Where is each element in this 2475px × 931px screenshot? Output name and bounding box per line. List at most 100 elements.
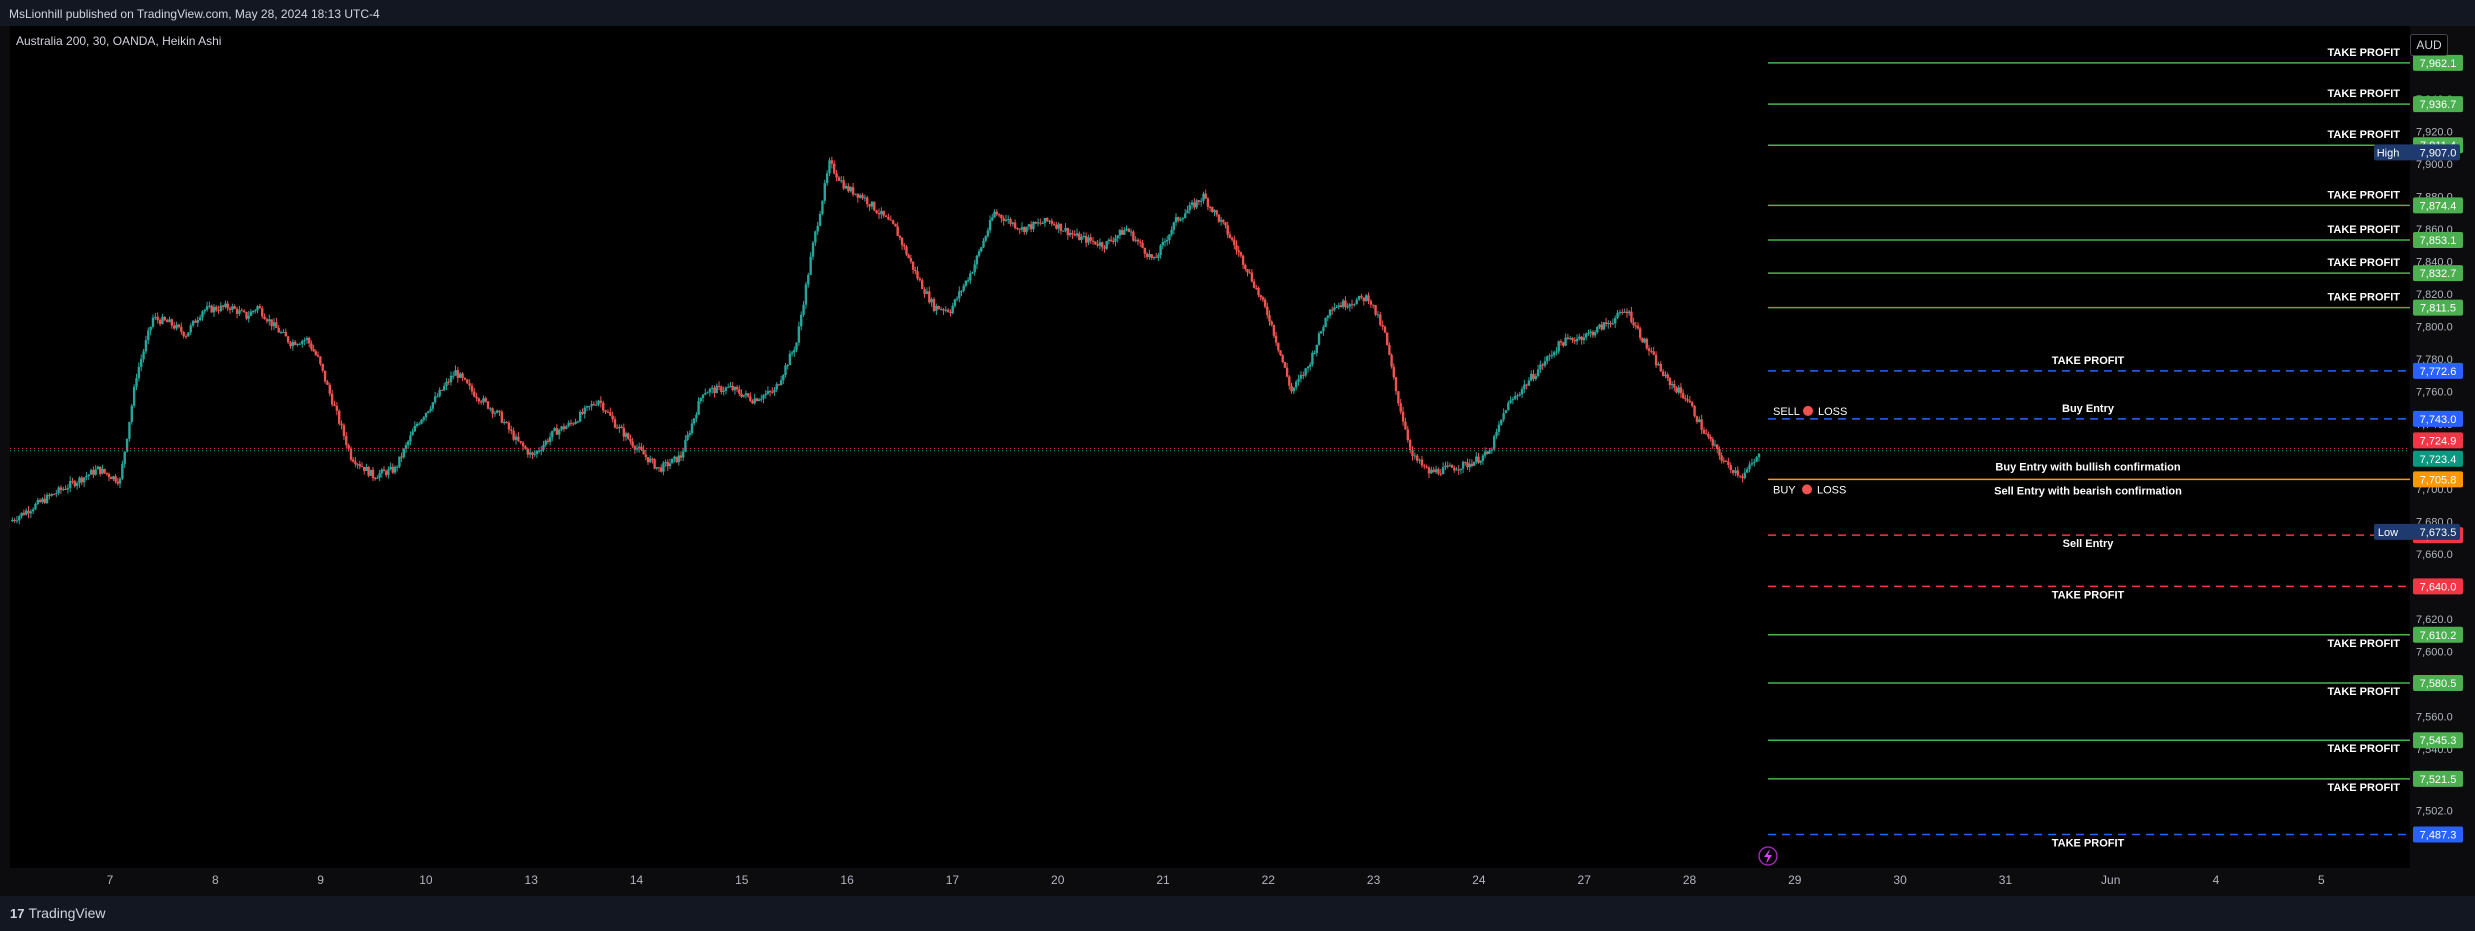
candle-body [151, 317, 155, 327]
candle-body [666, 462, 669, 467]
candle-body [1084, 235, 1088, 243]
candle-body [118, 478, 122, 484]
candle-body [1048, 220, 1051, 222]
x-tick-label: 10 [419, 873, 433, 887]
candle-body [1094, 241, 1097, 245]
candle-body [537, 450, 541, 452]
candle-body [22, 512, 26, 515]
candle-body [1741, 476, 1744, 479]
candle-body [110, 477, 113, 480]
candle-body [531, 452, 534, 455]
candle-body [475, 396, 478, 399]
candle-body [272, 322, 276, 327]
candle-body [1444, 465, 1447, 468]
candle-body [1281, 355, 1284, 363]
tradingview-brand[interactable]: 17 TradingView [10, 905, 106, 921]
price-tag-bg [2413, 432, 2463, 449]
candle-body [1188, 205, 1191, 211]
chart-pane[interactable] [10, 26, 2410, 868]
candle-body [1397, 391, 1400, 404]
candle-body [1552, 352, 1556, 356]
candle-body [1527, 380, 1531, 386]
candle-body [482, 398, 485, 403]
candle-body [1611, 323, 1615, 325]
candle-body [445, 381, 448, 386]
candle-body [477, 398, 481, 402]
currency-button[interactable]: AUD [2410, 34, 2448, 56]
symbol-legend[interactable]: Australia 200, 30, OANDA, Heikin Ashi [16, 34, 222, 48]
candle-body [36, 499, 39, 504]
candle-body [889, 219, 892, 221]
candle-body [491, 408, 494, 414]
price-tag-bg [2413, 54, 2463, 71]
candle-body [1416, 455, 1419, 461]
candle-body [1029, 224, 1033, 230]
candle-body [1348, 304, 1351, 307]
level-label: TAKE PROFIT [2327, 686, 2400, 698]
candle-body [268, 319, 271, 322]
x-tick-label: Jun [2101, 873, 2120, 887]
candle-body [1632, 322, 1635, 326]
candle-body [918, 278, 922, 281]
candle-body [1580, 336, 1583, 341]
candle-body [720, 386, 723, 393]
candle-body [1448, 465, 1452, 467]
x-tick-label: 8 [212, 873, 219, 887]
candle-body [1495, 431, 1498, 437]
candle-body [1562, 342, 1565, 346]
candle-body [261, 308, 264, 317]
candle-body [668, 463, 672, 467]
candle-body [887, 216, 890, 220]
candle-body [125, 438, 129, 452]
candle-body [198, 317, 202, 321]
candle-body [1564, 337, 1567, 346]
candle-body [722, 390, 725, 393]
candle-body [1691, 402, 1694, 406]
candle-body [265, 319, 269, 322]
candle-body [277, 328, 280, 333]
candle-body [319, 356, 322, 364]
candle-body [567, 422, 570, 427]
candle-body [809, 256, 812, 275]
candle-body [1716, 444, 1719, 449]
candle-body [962, 285, 965, 291]
candle-body [955, 298, 959, 300]
candle-body [235, 308, 239, 314]
candle-body [438, 389, 441, 397]
candle-body [147, 330, 150, 341]
candle-body [1157, 255, 1160, 258]
candle-body [690, 423, 694, 434]
extreme-tag: 7,673.5 [2420, 527, 2457, 539]
stop-marker-icon [1802, 484, 1812, 495]
candle-body [779, 380, 783, 385]
level-label: TAKE PROFIT [2327, 88, 2400, 100]
candle-body [1170, 229, 1173, 235]
candle-body [1027, 224, 1031, 227]
candle-body [38, 499, 42, 503]
price-tag: 7,521.5 [2420, 774, 2457, 786]
candle-body [393, 466, 397, 473]
candle-body [749, 396, 752, 401]
candle-body [640, 446, 643, 450]
candle-body [62, 488, 65, 490]
candle-body [228, 308, 232, 310]
candle-body [1118, 230, 1122, 236]
candle-body [1441, 467, 1445, 475]
candle-body [1025, 226, 1028, 232]
candle-body [1266, 306, 1269, 316]
level-label: TAKE PROFIT [2327, 129, 2400, 141]
candle-body [1129, 231, 1133, 233]
candle-body [914, 269, 917, 272]
candle-body [1127, 228, 1130, 232]
candle-body [971, 272, 974, 274]
price-tag-bg [2413, 770, 2463, 787]
candle-body [533, 453, 536, 455]
candle-body [1432, 469, 1435, 473]
candle-body [1604, 322, 1608, 325]
candle-body [542, 444, 545, 450]
candle-body [1013, 222, 1017, 229]
candle-body [1125, 228, 1128, 231]
candle-body [746, 393, 750, 397]
price-tag: 7,705.8 [2420, 474, 2457, 486]
